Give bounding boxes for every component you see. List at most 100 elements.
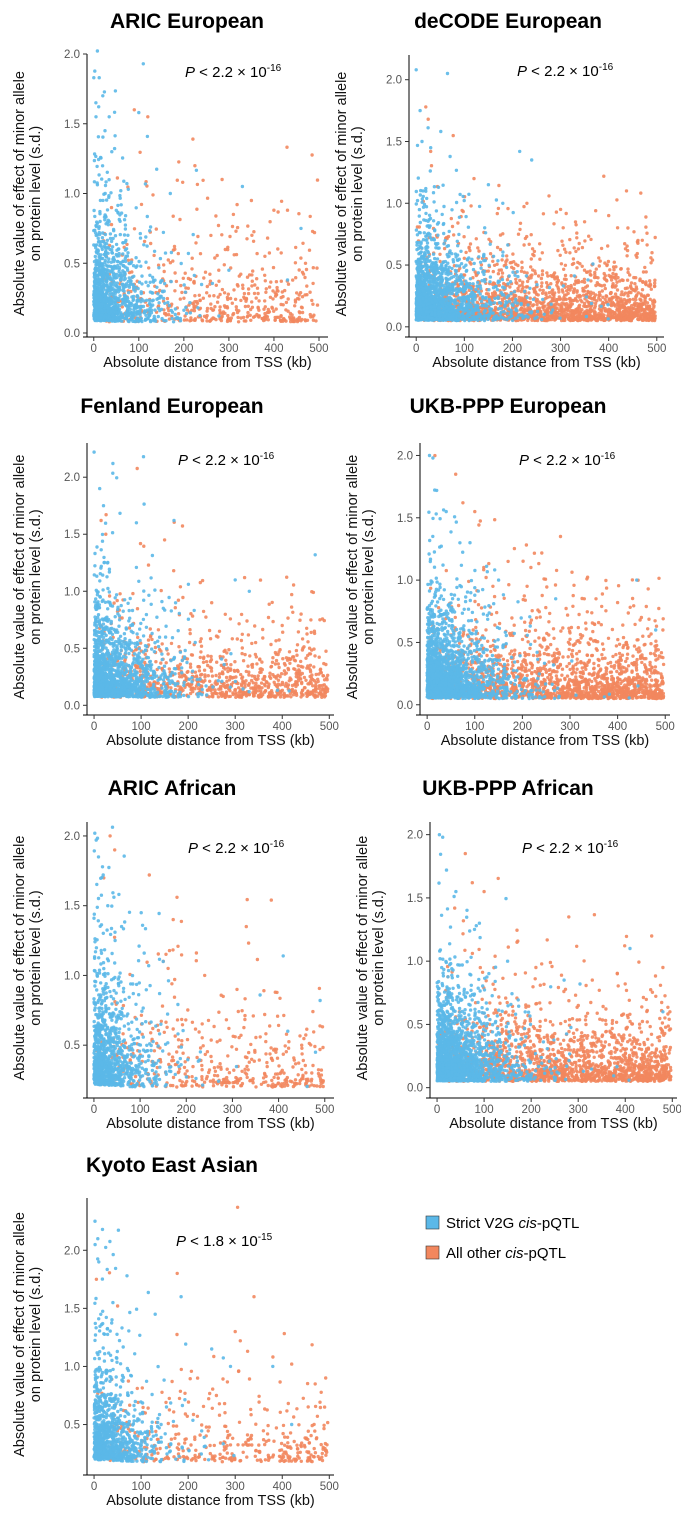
point-strict-v2g bbox=[496, 279, 500, 283]
point-other-cis-pqtl bbox=[149, 241, 153, 246]
point-other-cis-pqtl bbox=[576, 278, 580, 283]
point-other-cis-pqtl bbox=[595, 299, 599, 303]
point-strict-v2g bbox=[169, 250, 174, 255]
point-other-cis-pqtl bbox=[634, 294, 638, 298]
point-other-cis-pqtl bbox=[506, 206, 510, 211]
point-strict-v2g bbox=[112, 146, 117, 151]
point-other-cis-pqtl bbox=[512, 266, 516, 271]
point-strict-v2g bbox=[482, 272, 486, 277]
point-other-cis-pqtl bbox=[520, 296, 524, 300]
point-other-cis-pqtl bbox=[151, 193, 155, 197]
point-other-cis-pqtl bbox=[265, 236, 270, 240]
point-strict-v2g bbox=[589, 301, 594, 306]
point-other-cis-pqtl bbox=[451, 133, 455, 138]
point-other-cis-pqtl bbox=[608, 314, 612, 318]
point-strict-v2g bbox=[479, 286, 483, 291]
point-other-cis-pqtl bbox=[475, 300, 479, 304]
point-strict-v2g bbox=[122, 233, 127, 237]
point-other-cis-pqtl bbox=[644, 215, 648, 219]
point-other-cis-pqtl bbox=[576, 247, 581, 251]
point-other-cis-pqtl bbox=[540, 291, 545, 295]
point-other-cis-pqtl bbox=[540, 251, 544, 255]
point-strict-v2g bbox=[549, 302, 553, 306]
point-strict-v2g bbox=[133, 289, 137, 293]
point-strict-v2g bbox=[155, 285, 159, 289]
point-other-cis-pqtl bbox=[544, 293, 548, 297]
y-axis-label-line-2: on protein level (s.d.) bbox=[28, 126, 44, 261]
point-other-cis-pqtl bbox=[606, 259, 611, 264]
point-other-cis-pqtl bbox=[563, 318, 567, 323]
point-other-cis-pqtl bbox=[245, 315, 249, 319]
point-strict-v2g bbox=[97, 76, 101, 80]
point-other-cis-pqtl bbox=[613, 292, 618, 296]
point-other-cis-pqtl bbox=[644, 282, 648, 287]
point-other-cis-pqtl bbox=[139, 202, 144, 207]
point-other-cis-pqtl bbox=[502, 281, 506, 286]
point-strict-v2g bbox=[606, 303, 610, 307]
point-other-cis-pqtl bbox=[619, 293, 623, 297]
point-other-cis-pqtl bbox=[231, 311, 236, 316]
point-other-cis-pqtl bbox=[311, 315, 315, 319]
point-other-cis-pqtl bbox=[577, 241, 581, 246]
point-other-cis-pqtl bbox=[294, 276, 298, 280]
point-other-cis-pqtl bbox=[498, 233, 503, 237]
point-strict-v2g bbox=[107, 194, 111, 198]
point-other-cis-pqtl bbox=[246, 224, 250, 228]
point-other-cis-pqtl bbox=[612, 260, 616, 264]
point-other-cis-pqtl bbox=[190, 256, 194, 260]
point-strict-v2g bbox=[104, 252, 108, 256]
point-other-cis-pqtl bbox=[168, 261, 173, 265]
point-other-cis-pqtl bbox=[629, 304, 634, 308]
point-other-cis-pqtl bbox=[218, 311, 222, 315]
point-other-cis-pqtl bbox=[300, 295, 305, 299]
point-strict-v2g bbox=[428, 169, 432, 173]
point-other-cis-pqtl bbox=[429, 164, 434, 168]
point-other-cis-pqtl bbox=[552, 222, 556, 226]
point-strict-v2g bbox=[95, 248, 99, 252]
point-other-cis-pqtl bbox=[643, 298, 647, 302]
point-other-cis-pqtl bbox=[546, 274, 550, 278]
point-other-cis-pqtl bbox=[462, 256, 466, 260]
point-strict-v2g bbox=[101, 284, 106, 288]
point-strict-v2g bbox=[130, 311, 134, 315]
point-other-cis-pqtl bbox=[156, 263, 161, 267]
point-strict-v2g bbox=[94, 101, 98, 105]
point-strict-v2g bbox=[148, 290, 153, 294]
point-other-cis-pqtl bbox=[624, 300, 628, 304]
point-other-cis-pqtl bbox=[536, 293, 540, 297]
point-other-cis-pqtl bbox=[653, 278, 657, 282]
point-other-cis-pqtl bbox=[574, 249, 578, 254]
point-strict-v2g bbox=[424, 211, 428, 216]
point-other-cis-pqtl bbox=[264, 316, 268, 320]
point-strict-v2g bbox=[111, 309, 115, 313]
point-strict-v2g bbox=[159, 307, 164, 311]
point-strict-v2g bbox=[92, 158, 97, 163]
point-other-cis-pqtl bbox=[650, 258, 655, 262]
point-other-cis-pqtl bbox=[205, 309, 209, 313]
point-other-cis-pqtl bbox=[237, 309, 241, 313]
point-other-cis-pqtl bbox=[281, 303, 285, 307]
point-strict-v2g bbox=[104, 215, 108, 219]
point-other-cis-pqtl bbox=[284, 308, 288, 312]
point-strict-v2g bbox=[94, 243, 99, 247]
point-strict-v2g bbox=[433, 228, 437, 232]
point-strict-v2g bbox=[103, 183, 108, 188]
point-strict-v2g bbox=[506, 243, 510, 247]
point-strict-v2g bbox=[415, 143, 420, 148]
point-other-cis-pqtl bbox=[638, 314, 643, 318]
point-other-cis-pqtl bbox=[251, 269, 255, 273]
point-strict-v2g bbox=[94, 224, 99, 229]
point-strict-v2g bbox=[116, 211, 120, 215]
point-strict-v2g bbox=[487, 263, 491, 267]
point-strict-v2g bbox=[99, 278, 104, 283]
point-strict-v2g bbox=[184, 311, 189, 316]
point-other-cis-pqtl bbox=[611, 271, 615, 276]
point-other-cis-pqtl bbox=[253, 283, 257, 287]
point-other-cis-pqtl bbox=[635, 240, 640, 244]
point-strict-v2g bbox=[108, 232, 113, 236]
point-strict-v2g bbox=[126, 296, 130, 301]
point-other-cis-pqtl bbox=[236, 315, 240, 320]
point-other-cis-pqtl bbox=[632, 230, 636, 234]
